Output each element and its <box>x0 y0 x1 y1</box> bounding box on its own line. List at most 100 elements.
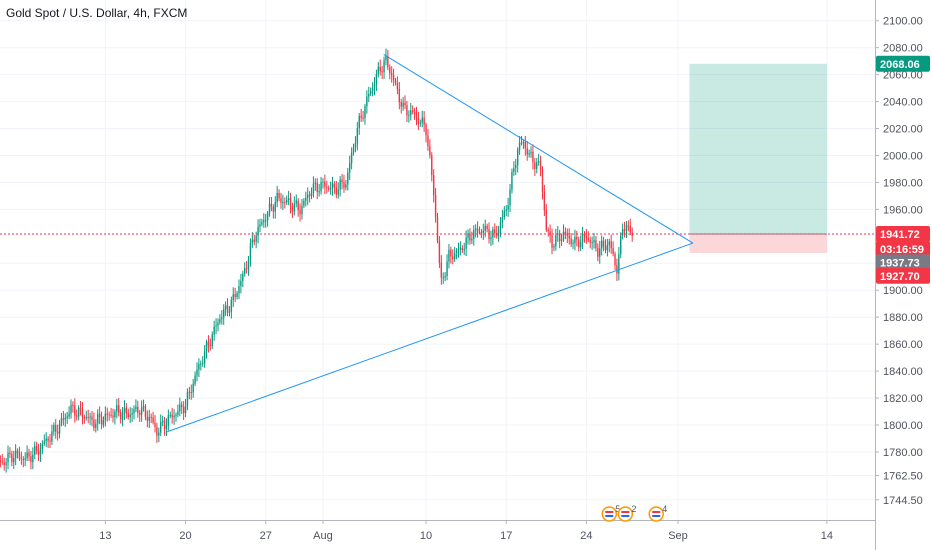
candle-body <box>463 248 465 251</box>
candle-body <box>190 391 192 393</box>
candle-body <box>98 413 101 418</box>
candle-body <box>440 262 443 278</box>
candle-body <box>121 412 124 420</box>
candle-body <box>139 412 141 415</box>
candle-body <box>251 239 254 244</box>
candle-body <box>268 203 271 214</box>
candle-body <box>118 405 120 413</box>
candle-body <box>24 458 26 460</box>
candle-body <box>350 152 353 164</box>
candle-body <box>356 127 359 144</box>
candle-body <box>83 417 86 419</box>
candle-body <box>102 420 105 425</box>
candle-body <box>398 89 401 103</box>
candle-body <box>518 142 521 150</box>
candle-body <box>494 229 496 234</box>
candle-body <box>156 426 158 436</box>
event-flag-icon[interactable] <box>601 506 618 522</box>
candle-body <box>431 155 433 176</box>
candle-body <box>238 286 240 294</box>
candle-body <box>396 82 399 90</box>
candle-body <box>499 222 502 230</box>
candle-body <box>217 322 219 326</box>
candle-body <box>507 205 509 210</box>
candle-body <box>303 200 305 206</box>
candle-body <box>81 408 84 418</box>
candle-body <box>373 84 376 88</box>
candle-body <box>461 248 464 251</box>
chart-title: Gold Spot / U.S. Dollar, 4h, FXCM <box>6 6 188 20</box>
candle-body <box>322 181 324 183</box>
candle-body <box>163 420 166 429</box>
price-tick-label: 2020.00 <box>883 124 923 136</box>
candle-body <box>22 458 24 460</box>
candle-body <box>5 462 7 466</box>
candle-body <box>58 423 61 434</box>
candle-body <box>341 179 343 183</box>
candle-body <box>261 222 263 225</box>
position-profit-zone[interactable] <box>689 63 827 235</box>
candle-body <box>137 406 139 413</box>
candle-body <box>505 209 507 211</box>
event-flag-count: 5 <box>615 504 620 514</box>
candle-body <box>171 414 173 418</box>
candle-body <box>112 415 114 418</box>
candle-body <box>536 162 538 169</box>
candle-body <box>291 206 294 212</box>
candle-body <box>450 249 452 257</box>
candle-body <box>364 106 366 119</box>
candle-body <box>161 420 164 422</box>
candle-body <box>177 411 179 415</box>
trendline-lower[interactable] <box>167 242 694 433</box>
time-tick-label: 24 <box>580 530 592 542</box>
price-tick-label: 1780.00 <box>883 447 923 459</box>
position-stop-zone[interactable] <box>689 234 827 253</box>
candle-body <box>37 451 40 455</box>
candle-body <box>68 413 70 417</box>
candle-body <box>528 153 530 155</box>
event-flag-count: 4 <box>662 504 667 514</box>
candle-body <box>119 412 122 420</box>
candle-body <box>104 413 107 421</box>
candle-body <box>221 317 223 320</box>
candle-body <box>259 224 261 227</box>
price-tag <box>876 240 930 257</box>
candle-body <box>383 60 385 72</box>
candle-body <box>312 183 315 193</box>
candle-body <box>387 55 389 68</box>
candle-body <box>35 446 38 452</box>
candle-body <box>32 454 34 463</box>
candle-body <box>211 334 213 347</box>
price-tag-label: 2068.06 <box>880 59 920 71</box>
candle-body <box>28 452 30 457</box>
candle-body <box>43 441 45 444</box>
candle-body <box>320 182 322 192</box>
candle-body <box>520 142 523 144</box>
candle-body <box>45 438 47 442</box>
candle-body <box>270 203 273 207</box>
candle-body <box>299 210 301 215</box>
candle-body <box>223 309 225 318</box>
candle-body <box>629 226 631 233</box>
price-tick-label: 1800.00 <box>883 420 923 432</box>
candle-body <box>452 256 454 260</box>
candle-body <box>482 230 485 233</box>
candle-body <box>566 233 569 236</box>
time-tick-label: 10 <box>420 530 432 542</box>
candle-body <box>469 233 471 241</box>
candle-body <box>108 414 110 416</box>
candle-body <box>348 163 351 173</box>
trendline-upper[interactable] <box>383 54 694 244</box>
candle-body <box>165 425 168 429</box>
event-flag-icon[interactable] <box>617 506 634 522</box>
time-tick-label: 14 <box>821 530 833 542</box>
candle-body <box>429 146 431 156</box>
candle-body <box>366 96 368 107</box>
candle-body <box>293 203 296 212</box>
event-flag-icon[interactable] <box>648 506 664 522</box>
candle-body <box>390 73 393 76</box>
candle-body <box>263 220 265 223</box>
candle-body <box>421 117 423 123</box>
candle-body <box>95 423 97 428</box>
